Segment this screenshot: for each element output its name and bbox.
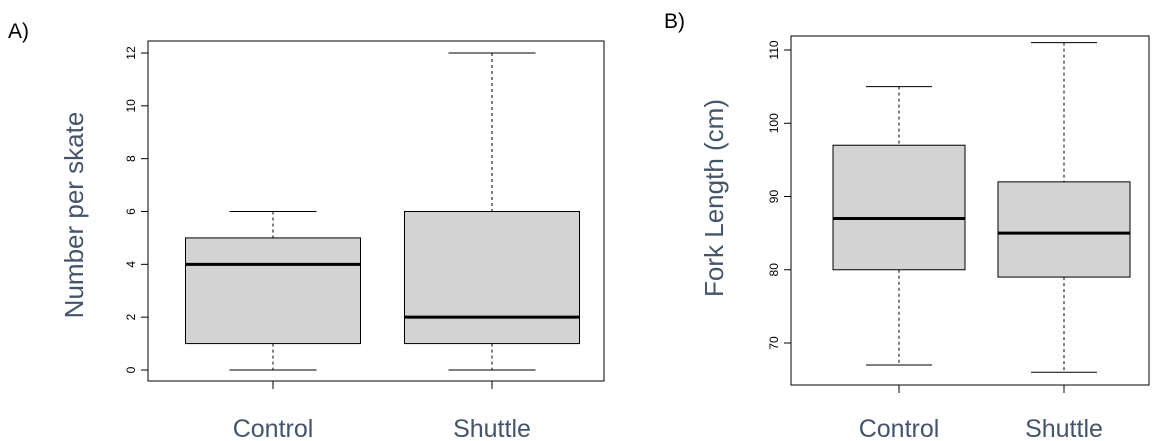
panel-a-label: A) [8, 20, 29, 43]
y-tick-label: 80 [767, 263, 781, 277]
y-tick-label: 12 [124, 46, 138, 60]
y-tick-label: 8 [124, 155, 138, 162]
y-tick-label: 70 [767, 336, 781, 350]
panel-a-y-axis-label: Number per skate [59, 112, 89, 319]
y-tick-label: 4 [124, 261, 138, 268]
y-tick-label: 110 [767, 40, 781, 59]
panel-b-boxes [832, 42, 1131, 373]
panel-a-x-ticks: Control Shuttle [233, 381, 531, 441]
panel-a: A) Number per skate 0 2 4 6 8 10 12 Control Shu… [8, 20, 605, 441]
panel-a-boxes [185, 52, 580, 371]
y-tick-label: 10 [124, 99, 138, 113]
iqr-box [404, 211, 580, 345]
y-tick-label: 0 [124, 366, 138, 373]
iqr-box [997, 181, 1131, 278]
x-category-label: Shuttle [1025, 415, 1103, 441]
y-tick-label: 2 [124, 314, 138, 321]
x-category-label: Control [233, 415, 314, 441]
y-tick-label: 6 [124, 208, 138, 215]
panel-b-y-ticks: 70 80 90 100 110 [767, 40, 792, 350]
panel-b-x-ticks: Control Shuttle [859, 384, 1103, 441]
panel-b-label: B) [664, 10, 685, 33]
panel-b-y-axis-label: Fork Length (cm) [699, 99, 729, 297]
panel-a-y-ticks: 0 2 4 6 8 10 12 [124, 46, 148, 373]
y-tick-label: 90 [767, 190, 781, 204]
iqr-box [185, 237, 361, 345]
iqr-box [832, 144, 966, 271]
panel-b: B) Fork Length (cm) 70 80 90 100 110 Control… [664, 10, 1150, 441]
y-tick-label: 100 [767, 113, 781, 133]
x-category-label: Shuttle [453, 415, 531, 441]
x-category-label: Control [859, 415, 940, 441]
